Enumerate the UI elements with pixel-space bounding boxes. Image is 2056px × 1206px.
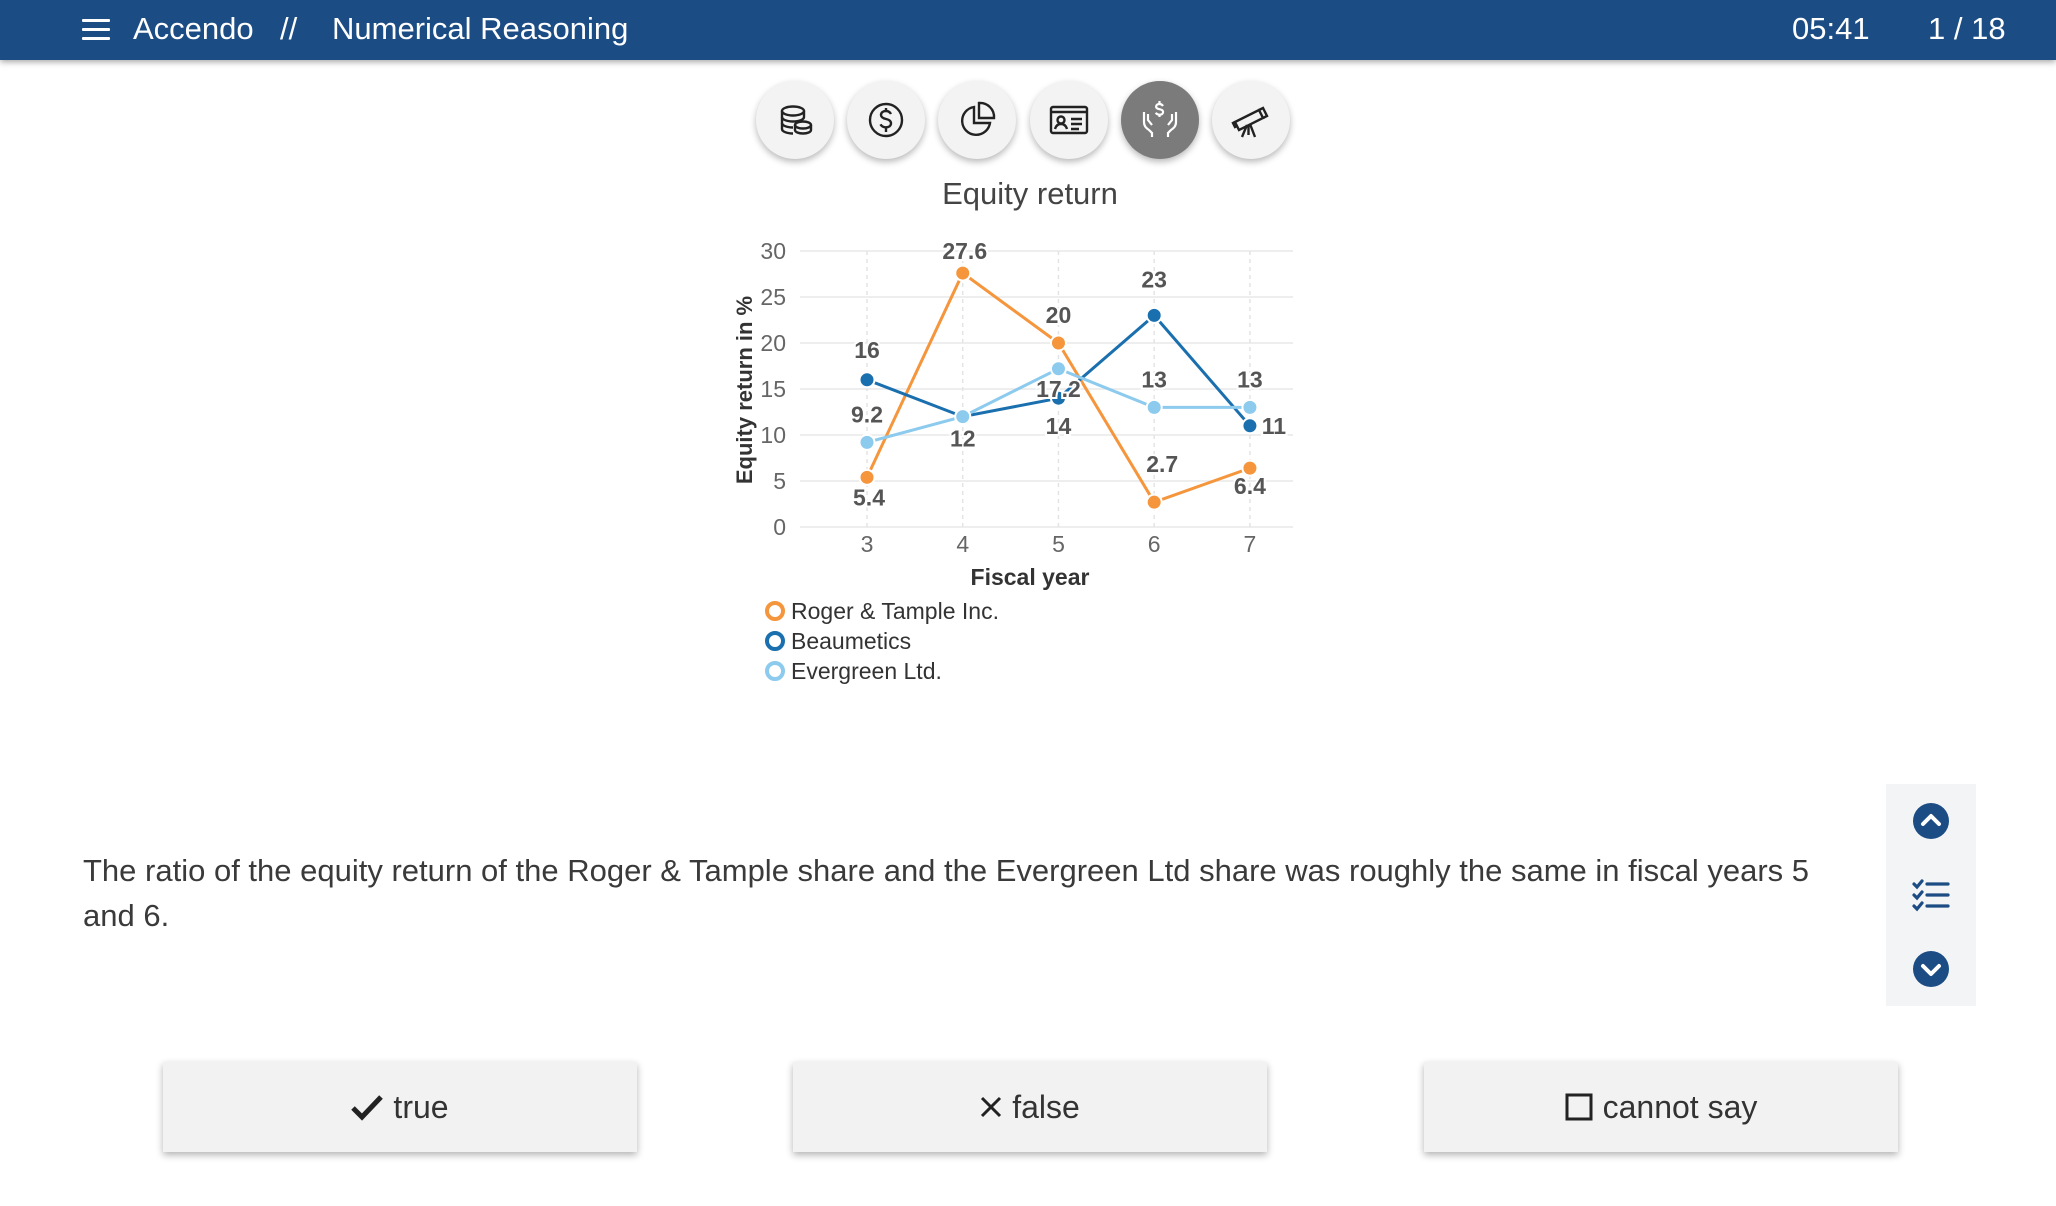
y-tick-label: 30 [760, 238, 786, 264]
cannot-say-button[interactable]: cannot say [1424, 1062, 1898, 1152]
coins-icon [780, 105, 813, 135]
dollar-button[interactable] [847, 81, 925, 159]
data-point [1145, 398, 1163, 416]
data-label: 27.6 [942, 238, 987, 264]
checkmark-icon [351, 1095, 384, 1121]
chevron-up-icon [1913, 803, 1949, 839]
legend-item-beaumetics[interactable]: Beaumetics [765, 626, 999, 656]
dollar-icon [868, 102, 904, 138]
x-tick-label: 7 [1244, 531, 1257, 557]
x-axis-title: Fiscal year [971, 564, 1090, 590]
chart-legend: Roger & Tample Inc. Beaumetics Evergreen… [765, 596, 999, 686]
data-point [858, 371, 876, 389]
data-label: 13 [1237, 366, 1263, 392]
data-label: 20 [1046, 302, 1072, 328]
x-tick-label: 6 [1148, 531, 1161, 557]
timer: 05:41 [1792, 11, 1870, 46]
legend-marker-icon [765, 631, 785, 651]
data-point [954, 264, 972, 282]
chevron-down-icon [1913, 951, 1949, 987]
legend-item-roger-tample[interactable]: Roger & Tample Inc. [765, 596, 999, 626]
legend-marker-icon [765, 601, 785, 621]
data-label: 16 [854, 337, 880, 363]
data-point [1145, 493, 1163, 511]
y-tick-label: 15 [760, 376, 786, 402]
data-point [954, 408, 972, 426]
data-point [1241, 398, 1259, 416]
legend-label: Roger & Tample Inc. [791, 597, 999, 624]
hands-money-button[interactable] [1121, 81, 1199, 159]
legend-marker-icon [765, 661, 785, 681]
true-button[interactable]: true [163, 1062, 637, 1152]
data-label: 11 [1262, 413, 1287, 439]
data-label: 14 [1046, 413, 1072, 439]
data-point [858, 433, 876, 451]
data-point [1049, 360, 1067, 378]
x-tick-label: 3 [861, 531, 874, 557]
telescope-button[interactable] [1212, 81, 1290, 159]
app-name: Accendo [133, 11, 254, 46]
data-label: 9.2 [851, 401, 883, 427]
next-question-button[interactable] [1886, 932, 1976, 1006]
y-tick-label: 5 [773, 468, 786, 494]
legend-item-evergreen[interactable]: Evergreen Ltd. [765, 656, 999, 686]
legend-label: Beaumetics [791, 627, 912, 654]
id-card-icon [1049, 105, 1089, 135]
id-card-button[interactable] [1030, 81, 1108, 159]
x-tick-label: 5 [1052, 531, 1065, 557]
data-point [1049, 389, 1067, 407]
telescope-icon [1231, 106, 1269, 138]
data-label: 17.2 [1036, 376, 1081, 402]
question-list-button[interactable] [1886, 858, 1976, 932]
data-label: 2.7 [1146, 451, 1178, 477]
y-axis-title: Equity return in % [732, 296, 757, 484]
breadcrumb-separator: // [280, 11, 298, 46]
empty-square-icon [1565, 1093, 1593, 1121]
pie-chart-button[interactable] [938, 81, 1016, 159]
true-label: true [393, 1088, 449, 1125]
x-tick-label: 4 [956, 531, 969, 557]
data-label: 23 [1141, 266, 1167, 292]
previous-question-button[interactable] [1886, 784, 1976, 858]
y-tick-label: 10 [760, 422, 786, 448]
section-title: Numerical Reasoning [332, 11, 629, 46]
data-label: 6.4 [1234, 473, 1266, 499]
checklist-icon [1912, 879, 1950, 912]
pie-chart-icon [961, 101, 996, 136]
data-point [1145, 306, 1163, 324]
data-label: 13 [1141, 366, 1167, 392]
data-point [1241, 459, 1259, 477]
y-tick-label: 20 [760, 330, 786, 356]
question-text: The ratio of the equity return of the Ro… [83, 853, 1810, 933]
false-label: false [1012, 1088, 1080, 1125]
data-point [1049, 334, 1067, 352]
false-button[interactable]: false [793, 1062, 1267, 1152]
chart-title: Equity return [942, 176, 1118, 211]
y-tick-label: 25 [760, 284, 786, 310]
equity-return-chart: 0 5 10 15 20 25 30 3 4 5 6 7 Fiscal year Equity retur… [732, 236, 1293, 590]
hamburger-menu-icon[interactable] [82, 17, 110, 41]
coins-button[interactable] [756, 81, 834, 159]
data-point [1241, 417, 1259, 435]
data-point [858, 468, 876, 486]
close-icon [981, 1096, 1002, 1118]
legend-label: Evergreen Ltd. [791, 657, 942, 684]
top-bar: Accendo // Numerical Reasoning 05:41 1 /… [0, 0, 2056, 60]
question-progress: 1 / 18 [1928, 11, 2006, 46]
y-tick-label: 0 [773, 514, 786, 540]
hands-money-icon [1142, 101, 1178, 137]
data-label: 12 [950, 426, 976, 452]
data-label: 5.4 [853, 484, 885, 510]
cannot-say-label: cannot say [1602, 1088, 1758, 1125]
